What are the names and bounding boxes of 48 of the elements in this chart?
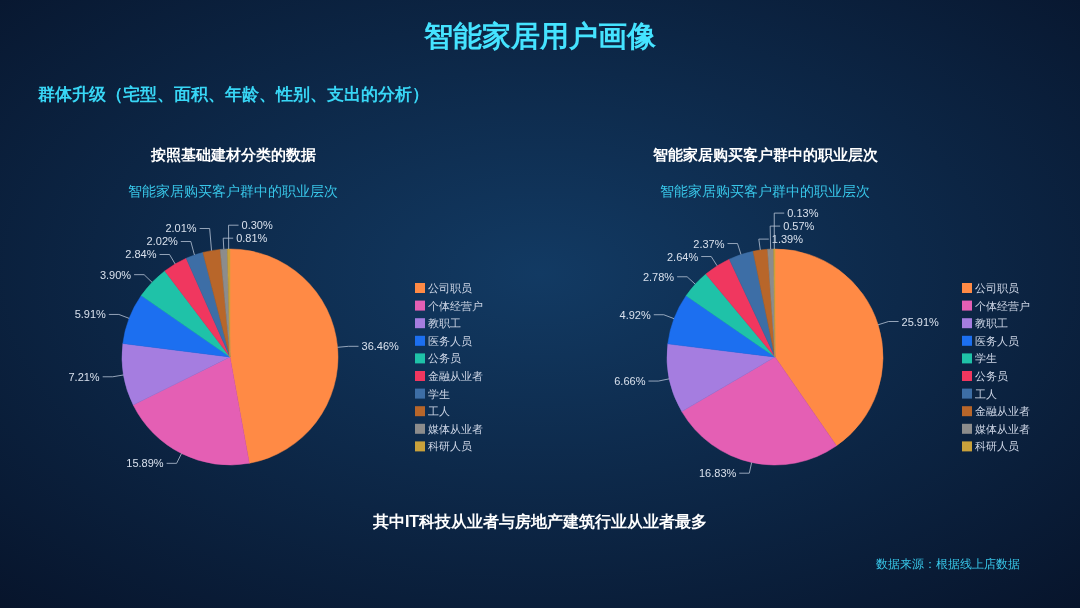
legend-label: 金融从业者 [975,405,1030,418]
data-label: 0.13% [787,207,819,220]
data-label: 1.39% [771,233,804,246]
text: 其中IT科技从业者与房地产建筑行业从业者最多 [371,512,708,530]
data-label: 25.91% [901,315,940,328]
legend-label: 公务员 [428,352,461,365]
data-label: 2.37% [693,237,725,250]
data-label: 2.02% [146,235,179,248]
legend-label: 公务员 [975,370,1008,382]
legend-label: 医务人员 [428,334,472,347]
data-label: 7.21% [68,370,100,383]
legend-label: 科研人员 [975,440,1019,453]
data-label: 2.01% [165,222,197,235]
data-label: 2.78% [642,270,675,283]
data-label: 6.66% [614,375,646,388]
legend-label: 公司职员 [975,282,1019,294]
chart-title: 按照基础建材分类的数据 [149,146,316,163]
source-note: 数据来源：根据线上店数据 [876,557,1020,571]
chart-subtitle: 智能家居购买客户群中的职业层次 [128,183,338,199]
data-label: 4.92% [619,308,651,321]
legend-label: 媒体从业者 [428,422,483,435]
legend-label: 学生 [428,387,450,400]
legend-label: 教职工 [428,317,461,330]
legend-label: 媒体从业者 [975,422,1030,435]
data-label: 0.30% [241,219,273,232]
chart-title: 智能家居购买客户群中的职业层次 [651,146,879,163]
legend-label: 医务人员 [975,334,1019,347]
legend-label: 科研人员 [428,440,472,453]
data-label: 0.81% [236,232,268,245]
data-label: 3.90% [99,268,132,281]
chart-subtitle: 智能家居购买客户群中的职业层次 [660,183,870,199]
legend-label: 个体经营户 [975,299,1030,312]
legend-label: 个体经营户 [428,299,483,312]
text: 智能家居用户画像 [423,20,657,52]
data-label: 5.91% [74,308,107,321]
data-label: 2.64% [667,250,699,263]
legend-label: 教职工 [975,317,1008,330]
data-label: 16.83% [698,467,737,480]
data-label: 2.84% [125,248,157,261]
legend-label: 学生 [975,352,997,365]
text: 群体升级（宅型、面积、年龄、性别、支出的分析） [37,85,429,104]
data-label: 0.57% [783,220,815,233]
data-label: 36.46% [361,340,400,353]
legend-label: 公司职员 [428,282,472,294]
legend-label: 工人 [428,405,450,418]
legend-label: 工人 [975,387,997,400]
data-label: 15.89% [126,457,164,470]
legend-label: 金融从业者 [428,370,483,382]
